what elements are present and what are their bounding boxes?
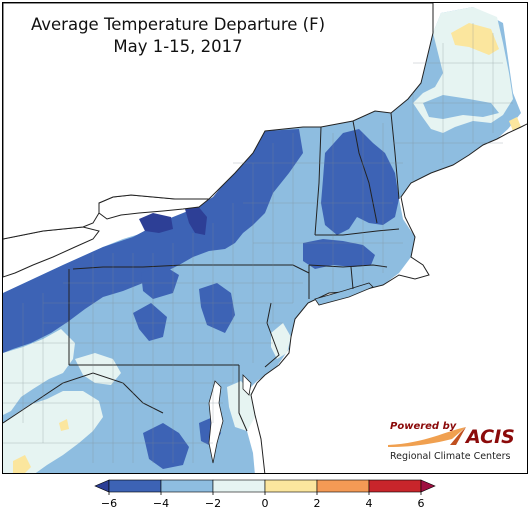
colorbar-tick-label: 4 [366, 497, 373, 510]
colorbar-tick-label: −2 [205, 497, 221, 510]
colorbar-bin-2 [212, 479, 266, 493]
region-minus4-to-minus6-pa [133, 265, 235, 341]
colorbar-ticks: −6 −4 −2 0 2 4 6 [101, 492, 425, 510]
chesapeake-bay [208, 380, 224, 464]
map-title: Average Temperature Departure (F) [30, 15, 326, 34]
delaware-bay [242, 374, 252, 396]
colorbar-tick-label: 6 [418, 497, 425, 510]
map-shading [3, 7, 521, 473]
atlantic-ocean [250, 123, 527, 473]
long-island [314, 282, 374, 306]
colorbar-tick-label: −6 [101, 497, 117, 510]
region-0-to-2-coast-me [509, 117, 521, 131]
county-lines [3, 23, 513, 463]
water-bodies [3, 3, 527, 473]
colorbar-bin-3 [264, 479, 318, 493]
region-minus6-under [139, 205, 207, 235]
colorbar-tick-label: 2 [314, 497, 321, 510]
colorbar-bin-1 [160, 479, 214, 493]
map-subtitle: May 1-15, 2017 [113, 37, 243, 56]
colorbar-tick-label: 0 [262, 497, 269, 510]
region-0-to-minus2-wv [3, 329, 75, 415]
nh-me-border [390, 112, 400, 200]
map-frame: Average Temperature Departure (F) May 1-… [2, 2, 528, 474]
ny-pa-border [72, 264, 310, 274]
region-minus2-to-minus4 [3, 7, 521, 473]
logo-org: Regional Climate Centers [390, 451, 511, 462]
colorbar-over-arrow [420, 479, 436, 493]
region-0-to-2-va [13, 419, 69, 473]
region-0-to-2-north-me [451, 23, 499, 55]
colorbar-bin-5 [368, 479, 422, 493]
ma-north-border [315, 228, 400, 236]
region-0-to-minus2-mid [75, 353, 121, 385]
ct-ri-border [350, 266, 354, 290]
acis-logo: Powered by ACIS Regional Climate Centers [388, 421, 515, 462]
nj-border [264, 302, 280, 368]
colorbar-tick-label: −4 [153, 497, 169, 510]
ny-vt-border [314, 126, 322, 236]
region-minus4-to-minus6-vt [321, 129, 399, 235]
ma-south-border [308, 264, 388, 268]
region-minus4-to-minus6-ma [303, 239, 375, 269]
canada-land [3, 3, 434, 240]
colorbar-bin-4 [316, 479, 370, 493]
region-minus2-to-minus4-me [423, 95, 499, 119]
temperature-map [3, 3, 527, 473]
colorbar-under-arrow [94, 479, 110, 493]
logo-brand: ACIS [464, 426, 515, 448]
region-minus4-to-minus6-west [3, 129, 303, 353]
logo-swoosh-icon [388, 427, 466, 447]
colorbar-bin-0 [108, 479, 162, 493]
colorbar-bins [94, 479, 436, 493]
region-0-to-minus2-sw [3, 391, 103, 473]
colorbar-legend: −6 −4 −2 0 2 4 6 [94, 479, 436, 510]
de-border [238, 365, 248, 432]
logo-powered-by: Powered by [390, 421, 457, 432]
region-0-to-minus2-nj [271, 323, 291, 359]
